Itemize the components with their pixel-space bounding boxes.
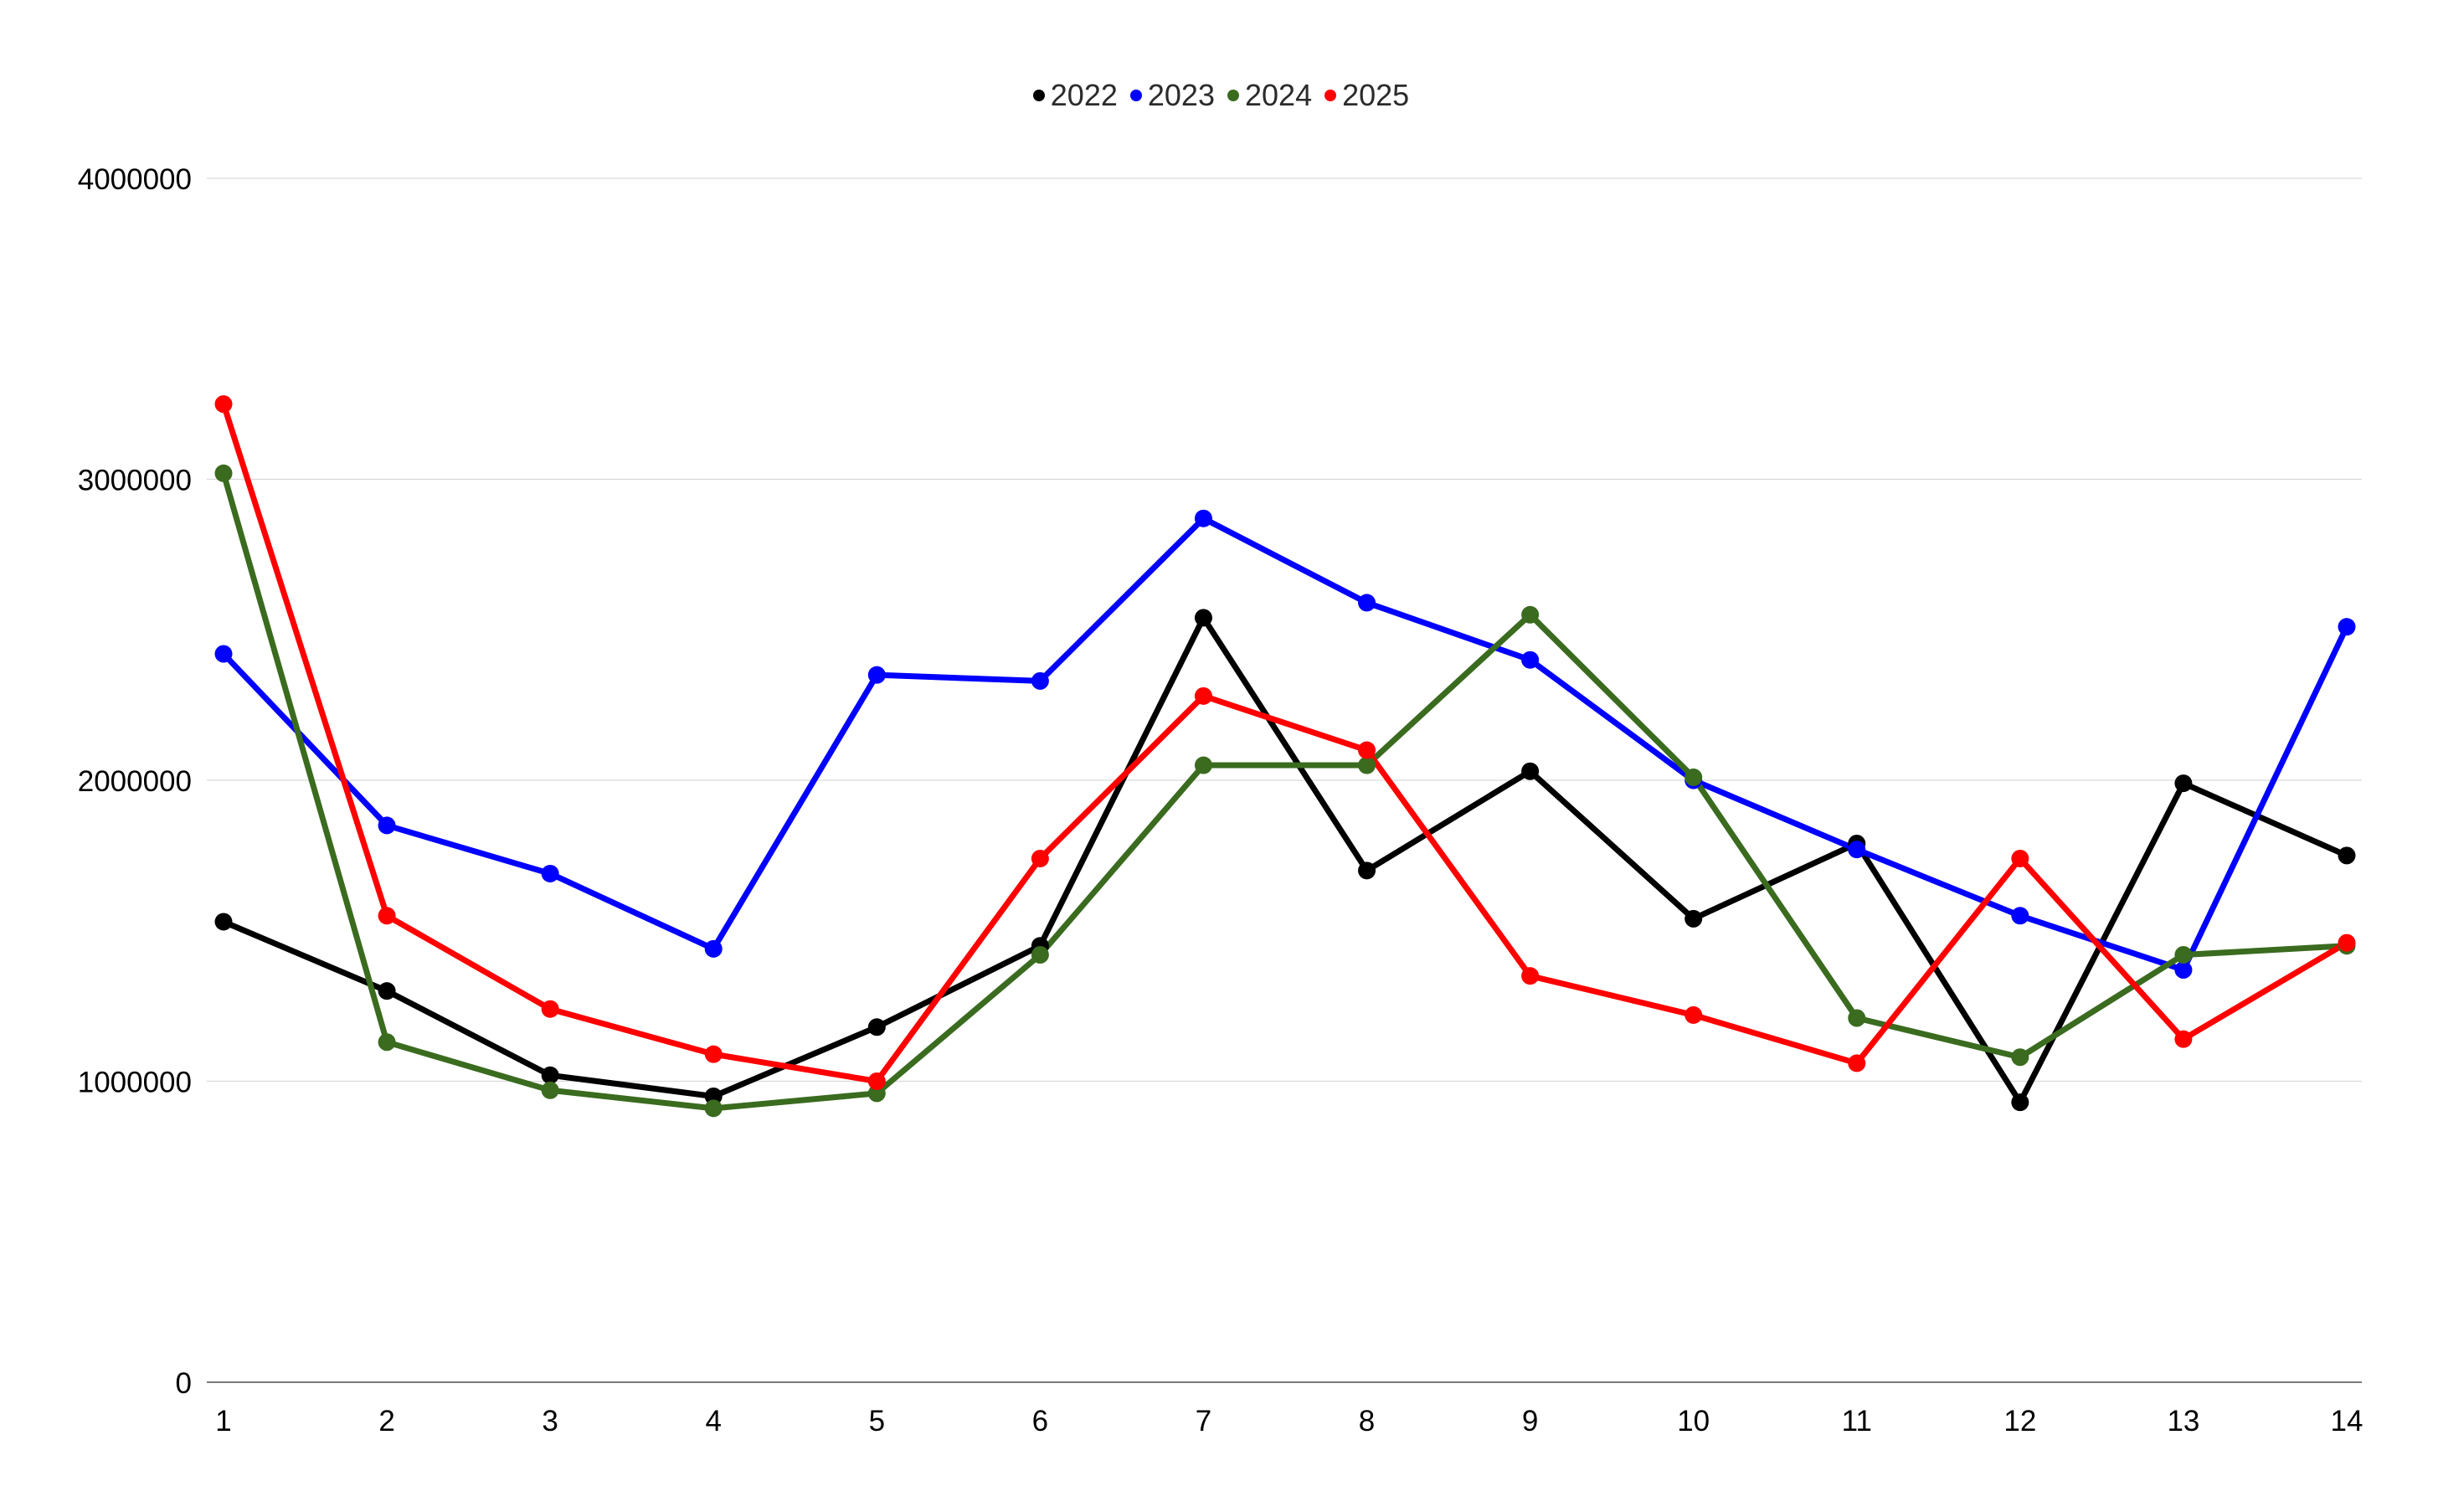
svg-text:1000000: 1000000 xyxy=(78,1067,192,1099)
svg-text:3000000: 3000000 xyxy=(78,465,192,497)
svg-text:2000000: 2000000 xyxy=(78,765,192,798)
svg-text:6: 6 xyxy=(1032,1405,1048,1437)
svg-text:4000000: 4000000 xyxy=(78,163,192,196)
svg-text:0: 0 xyxy=(176,1367,192,1400)
svg-text:11: 11 xyxy=(1842,1405,1872,1437)
svg-text:9: 9 xyxy=(1522,1405,1538,1437)
svg-text:3: 3 xyxy=(542,1405,558,1437)
svg-text:7: 7 xyxy=(1196,1405,1211,1437)
svg-text:8: 8 xyxy=(1359,1405,1375,1437)
svg-text:4: 4 xyxy=(705,1405,721,1437)
svg-text:13: 13 xyxy=(2167,1405,2199,1437)
svg-text:14: 14 xyxy=(2331,1405,2363,1437)
svg-text:5: 5 xyxy=(869,1405,885,1437)
svg-text:2: 2 xyxy=(378,1405,394,1437)
svg-text:10: 10 xyxy=(1677,1405,1710,1437)
svg-text:1: 1 xyxy=(215,1405,231,1437)
svg-text:12: 12 xyxy=(2003,1405,2036,1437)
